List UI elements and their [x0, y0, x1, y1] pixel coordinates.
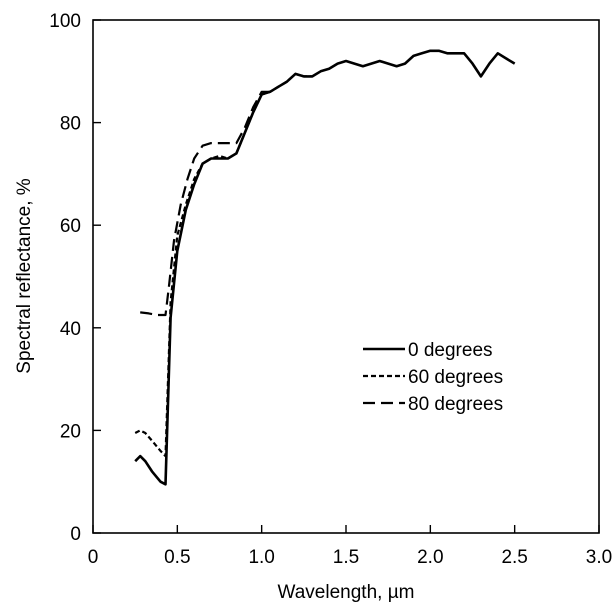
x-tick-label: 3.0 — [586, 547, 612, 568]
x-tick-label: 0 — [88, 547, 99, 568]
series-line-60-degrees — [134, 72, 313, 458]
x-axis-title: Wavelength, µm — [278, 582, 415, 603]
legend-label: 0 degrees — [408, 340, 493, 361]
legend-label: 60 degrees — [408, 367, 503, 388]
legend: 0 degrees 60 degrees 80 degrees — [363, 340, 503, 415]
legend-label: 80 degrees — [408, 394, 503, 415]
y-axis-title: Spectral reflectance, % — [14, 178, 35, 373]
plot-area-border — [92, 19, 600, 534]
x-tick-label: 2.0 — [417, 547, 443, 568]
x-tick-label: 1.0 — [248, 547, 274, 568]
y-tick-label: 0 — [70, 524, 81, 545]
y-tick-label: 80 — [60, 114, 81, 135]
y-tick-label: 60 — [60, 216, 81, 237]
series-line-0-degrees — [134, 49, 516, 486]
y-axis-ticks: 0 20 40 60 80 100 — [49, 11, 101, 545]
x-tick-label: 2.5 — [501, 547, 527, 568]
series-layer — [134, 49, 516, 486]
y-tick-label: 20 — [60, 421, 81, 442]
x-axis-ticks: 0 0.5 1.0 1.5 2.0 2.5 3.0 — [88, 525, 612, 568]
x-tick-label: 1.5 — [333, 547, 359, 568]
y-tick-label: 40 — [60, 319, 81, 340]
series-line-80-degrees — [140, 85, 280, 317]
y-tick-label: 100 — [49, 11, 81, 32]
x-tick-label: 0.5 — [164, 547, 190, 568]
plot-frame — [92, 19, 600, 534]
